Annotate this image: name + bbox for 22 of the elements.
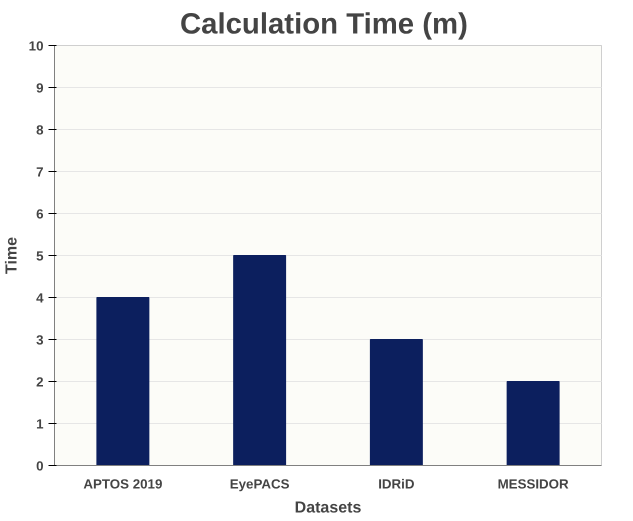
bar	[370, 339, 423, 466]
y-tick-label: 0	[36, 458, 44, 474]
y-tick-label: 1	[36, 416, 44, 432]
y-tick-label: 10	[28, 38, 44, 54]
y-tick-label: 3	[36, 332, 44, 348]
x-tick-label: EyePACS	[230, 476, 290, 492]
bar	[506, 381, 560, 466]
y-tick-label: 8	[36, 122, 44, 138]
y-tick-label: 4	[36, 290, 44, 306]
bar	[96, 297, 150, 466]
y-axis-title: Time	[4, 236, 21, 274]
x-tick-label: APTOS 2019	[83, 476, 162, 492]
y-tick-label: 5	[36, 248, 44, 264]
y-tick-label: 9	[36, 80, 44, 96]
x-tick-label: MESSIDOR	[498, 476, 570, 492]
chart-title: Calculation Time (m)	[180, 8, 468, 40]
y-tick-label: 2	[36, 374, 44, 390]
x-tick-label: IDRiD	[378, 476, 415, 492]
y-tick-label: 6	[36, 206, 44, 222]
x-axis-title: Datasets	[294, 500, 362, 516]
y-tick-label: 7	[36, 164, 44, 180]
bar	[233, 255, 286, 466]
